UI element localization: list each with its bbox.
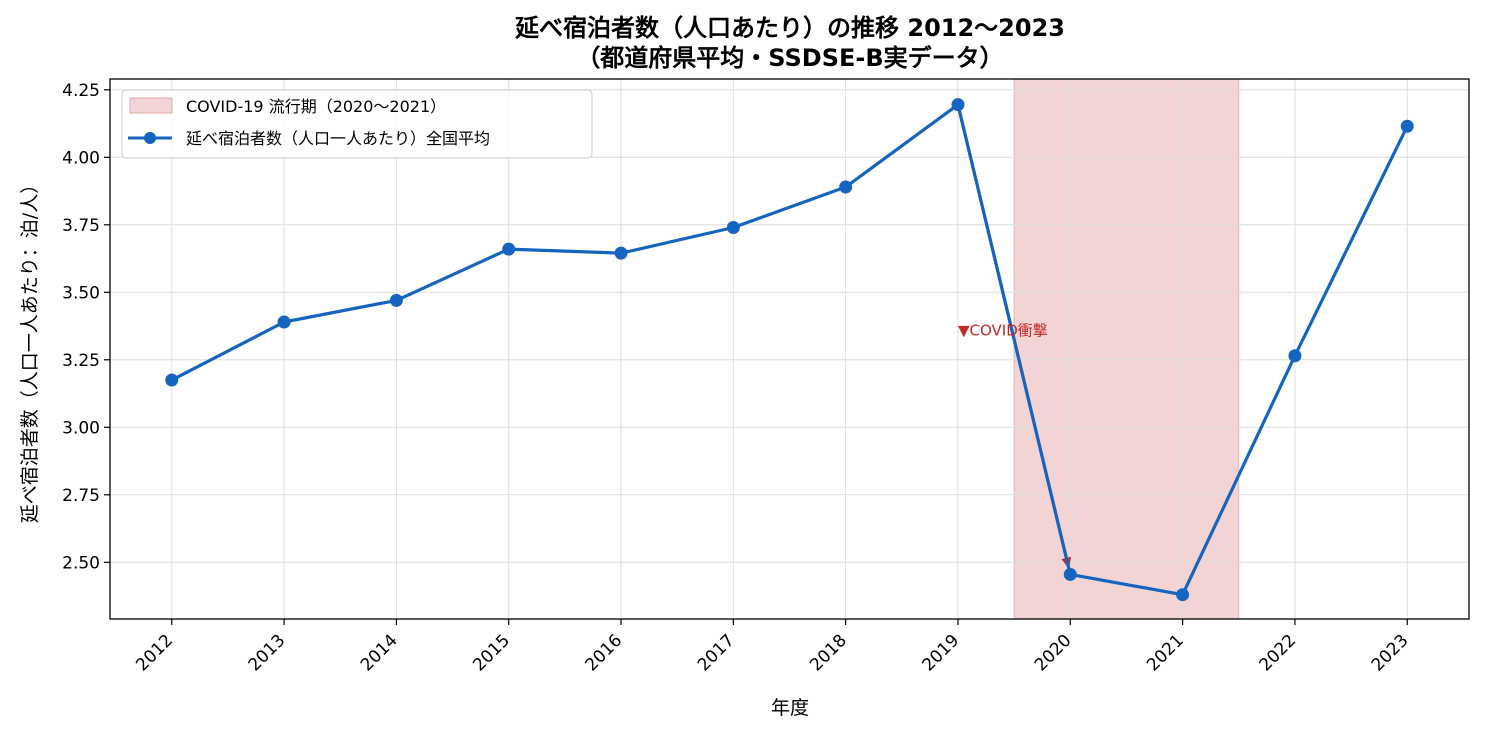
y-tick-label: 3.00 [62,418,100,438]
grid-lines [110,79,1469,619]
y-tick-label: 2.75 [62,486,100,506]
data-point-2019 [951,98,965,112]
data-point-2016 [614,246,628,260]
y-tick-label: 3.50 [62,283,100,303]
data-point-2014 [389,293,403,307]
y-axis-label: 延べ宿泊者数（人口一人あたり：泊/人） [19,175,41,523]
legend-marker-series [144,132,156,144]
series-line [171,103,1409,597]
x-tick-label: 2018 [806,631,851,676]
x-tick-label: 2015 [469,631,514,676]
y-tick-label: 3.25 [62,351,100,371]
series-points [165,98,1414,602]
x-tick-label: 2012 [132,631,177,676]
x-tick-label: 2020 [1031,631,1076,676]
data-point-2012 [165,373,179,387]
x-tick-label: 2021 [1143,631,1188,676]
covid-period-region [1013,78,1240,620]
covid-impact-annotation: ▼COVID衝撃 [958,322,1048,340]
x-tick-label: 2017 [694,631,739,676]
plot-frame [109,78,1470,620]
x-tick-label: 2013 [245,631,290,676]
legend-swatch-covid [129,97,173,114]
data-point-2023 [1400,119,1414,133]
chart-subtitle: （都道府県平均・SSDSE-B実データ） [576,44,1003,72]
data-point-2020 [1063,567,1077,581]
legend-label-series: 延べ宿泊者数（人口一人あたり）全国平均 [186,129,490,148]
legend-box [121,89,593,159]
y-tick-label: 3.75 [62,216,100,236]
data-point-2013 [277,315,291,329]
x-axis-ticks: 2012 2013 2014 2015 2016 2017 2018 2019 2020 2021… [132,619,1413,676]
data-point-2022 [1288,349,1302,363]
y-tick-label: 4.00 [62,148,100,168]
x-axis-label: 年度 [771,697,809,719]
legend-label-covid: COVID-19 流行期（2020〜2021） [186,97,446,116]
data-point-2015 [502,242,516,256]
x-tick-label: 2014 [357,631,402,676]
y-axis-ticks: 2.50 2.75 3.00 3.25 3.50 3.75 4.00 4.25 [62,81,110,573]
data-point-2021 [1176,588,1190,602]
y-tick-label: 2.50 [62,553,100,573]
data-point-2017 [726,221,740,234]
legend: COVID-19 流行期（2020〜2021） 延べ宿泊者数（人口一人あたり）全… [121,89,593,159]
x-tick-label: 2023 [1368,631,1413,676]
chart-title: 延べ宿泊者数（人口あたり）の推移 2012〜2023 [514,14,1065,42]
data-point-2018 [839,180,853,194]
x-tick-label: 2022 [1255,631,1300,676]
x-tick-label: 2019 [919,631,964,676]
y-tick-label: 4.25 [62,81,100,101]
x-tick-label: 2016 [582,631,627,676]
